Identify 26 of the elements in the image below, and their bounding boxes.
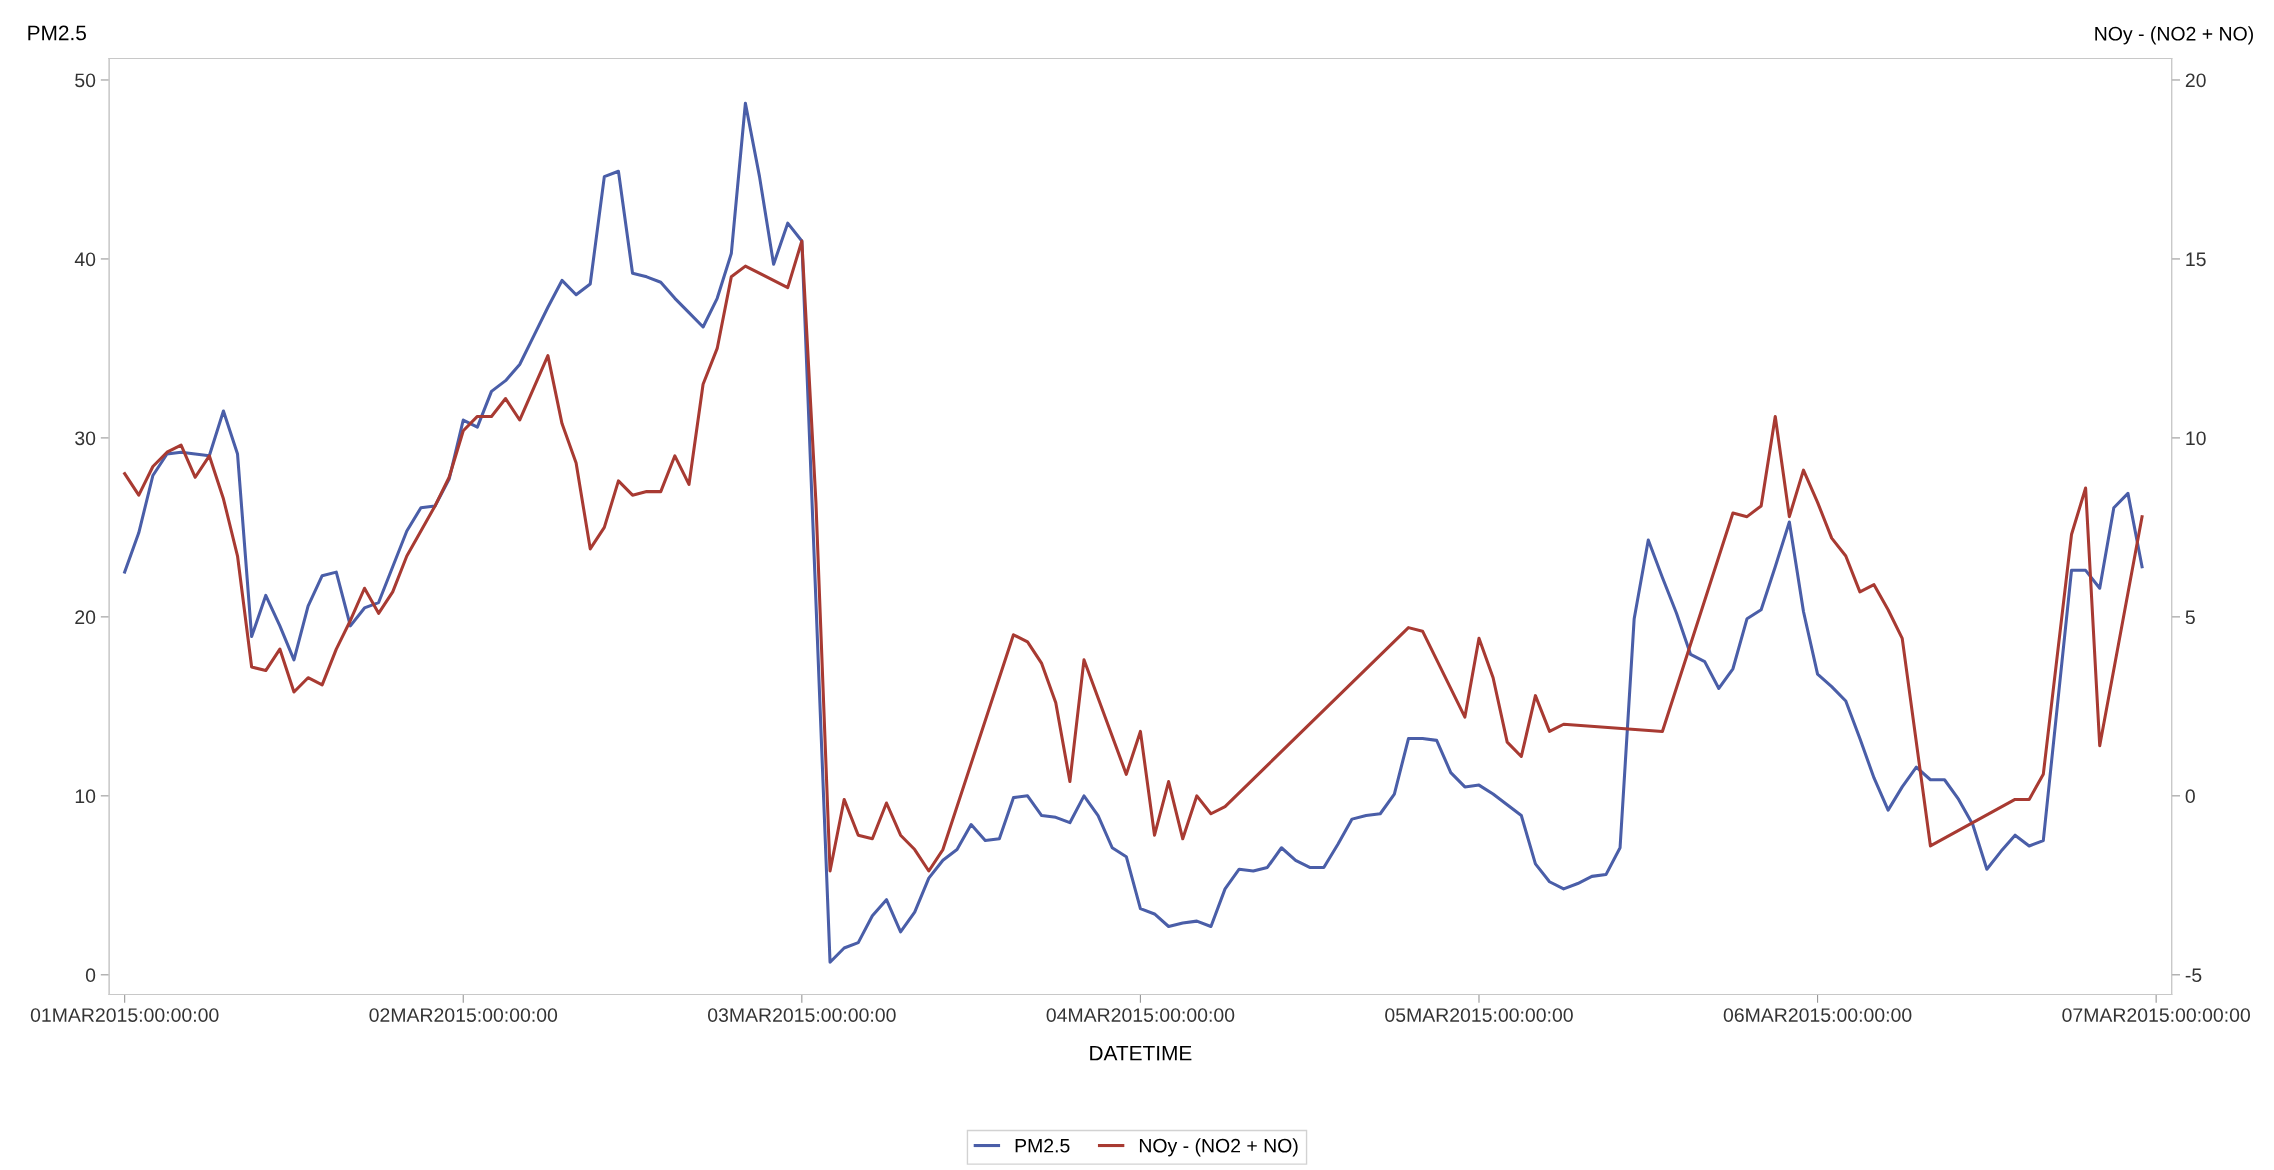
x-tick-label: 07MAR2015:00:00:00 bbox=[2062, 1008, 2250, 1022]
x-axis-title: DATETIME bbox=[1090, 1046, 1192, 1061]
x-tick-label: 05MAR2015:00:00:00 bbox=[1385, 1008, 1573, 1022]
y2-tick-label: 10 bbox=[2186, 431, 2206, 446]
line-series bbox=[123, 239, 2144, 873]
line-series bbox=[123, 101, 2144, 964]
x-tick-label: 04MAR2015:00:00:00 bbox=[1046, 1008, 1235, 1022]
y-tick-label: 10 bbox=[75, 789, 96, 804]
y-tick-label: 30 bbox=[75, 431, 96, 446]
x-tick-label: 01MAR2015:00:00:00 bbox=[30, 1008, 219, 1022]
y2-tick-label: -5 bbox=[2185, 968, 2202, 983]
y-tick-label: 40 bbox=[74, 252, 96, 267]
y-tick-label: 20 bbox=[75, 610, 96, 625]
y2-tick-label: 0 bbox=[2185, 789, 2195, 804]
y2-axis-title: NOy - (NO2 + NO) bbox=[2095, 26, 2253, 45]
y-tick-label: 50 bbox=[75, 73, 96, 88]
legend-label: PM2.5 bbox=[1015, 1138, 1070, 1153]
x-tick-label: 02MAR2015:00:00:00 bbox=[369, 1008, 558, 1022]
y2-tick-label: 5 bbox=[2185, 610, 2195, 625]
x-tick-label: 03MAR2015:00:00:00 bbox=[708, 1008, 896, 1022]
y-tick-label: 0 bbox=[85, 968, 96, 983]
y2-tick-label: 15 bbox=[2186, 252, 2206, 267]
x-tick-label: 06MAR2015:00:00:00 bbox=[1723, 1008, 1912, 1022]
legend-label: NOy - (NO2 + NO) bbox=[1139, 1138, 1298, 1157]
y2-tick-label: 20 bbox=[2185, 73, 2206, 88]
y-axis-title: PM2.5 bbox=[28, 25, 86, 41]
